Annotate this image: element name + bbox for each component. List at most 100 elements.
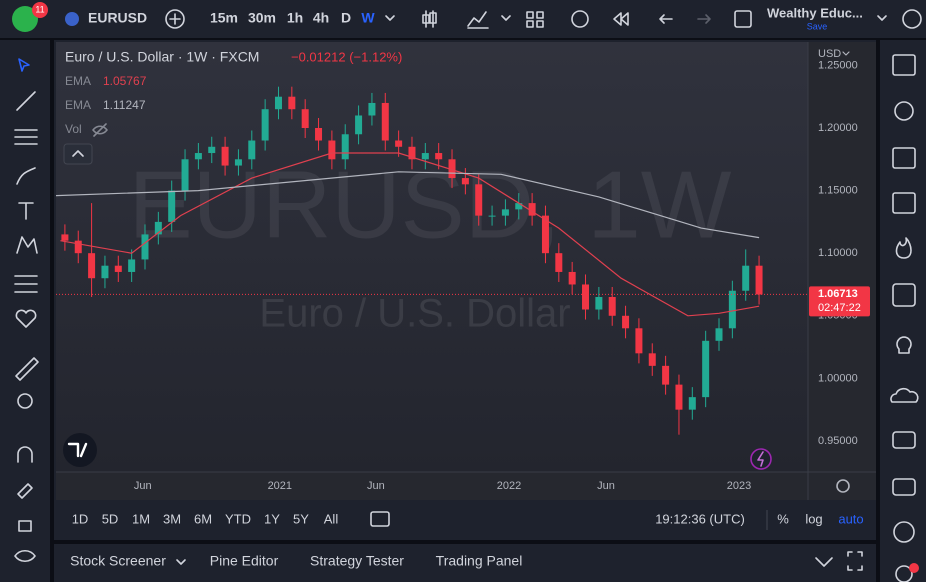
range-button[interactable]: 1Y: [264, 511, 280, 526]
measure-tool[interactable]: [15, 357, 39, 381]
layout-icon[interactable]: [526, 11, 544, 28]
candle-body: [194, 153, 202, 160]
layout-name[interactable]: Wealthy Educ...: [767, 5, 863, 20]
collapse-panel-icon[interactable]: [815, 557, 833, 567]
range-button[interactable]: 1D: [72, 511, 89, 526]
draw-mode-tool[interactable]: [17, 483, 33, 499]
bottom-tab[interactable]: Strategy Tester: [310, 553, 404, 569]
bottom-tab[interactable]: Stock Screener: [70, 553, 166, 569]
candle-body: [274, 96, 282, 110]
lock-tool[interactable]: [18, 520, 32, 532]
add-symbol-icon[interactable]: [165, 9, 185, 29]
candle-body: [288, 96, 296, 110]
price-change: −0.01212 (−1.12%): [291, 49, 402, 64]
candle-body: [622, 315, 630, 329]
timeframe[interactable]: W: [361, 10, 375, 26]
scale-option[interactable]: auto: [838, 511, 863, 526]
range-button[interactable]: 6M: [194, 511, 212, 526]
dropdown-icon[interactable]: [176, 559, 186, 565]
timeframe[interactable]: 30m: [248, 10, 276, 26]
candle-body: [742, 265, 750, 291]
ideas-icon[interactable]: [896, 336, 912, 354]
candle-body: [715, 328, 723, 341]
favorites-tool[interactable]: [15, 309, 37, 328]
candle-body: [261, 109, 269, 141]
hidden-icon[interactable]: [92, 123, 108, 137]
collapse-button[interactable]: [63, 143, 93, 165]
alert-icon[interactable]: [571, 10, 589, 28]
candle-body: [114, 265, 122, 272]
bottom-tab[interactable]: Pine Editor: [210, 553, 279, 569]
dropdown-icon[interactable]: [842, 51, 850, 56]
candle-body: [168, 190, 176, 222]
layout-select-icon[interactable]: [734, 10, 752, 28]
news-icon[interactable]: [892, 147, 916, 169]
clock[interactable]: 19:12:36 (UTC): [655, 511, 745, 526]
cursor-tool[interactable]: [18, 58, 30, 72]
range-button[interactable]: YTD: [225, 511, 251, 526]
calendar-icon[interactable]: [892, 283, 916, 307]
bottom-tab[interactable]: Trading Panel: [436, 553, 523, 569]
price-axis: [808, 42, 876, 472]
streams-icon[interactable]: [890, 387, 919, 403]
prediction-tool[interactable]: [14, 275, 38, 293]
maximize-panel-icon[interactable]: [847, 551, 863, 571]
currency[interactable]: USD: [818, 48, 841, 60]
data-window-icon[interactable]: [892, 192, 916, 214]
watchlist-icon[interactable]: [892, 54, 916, 76]
brush-tool[interactable]: [16, 167, 36, 185]
fib-tool[interactable]: [14, 129, 38, 145]
messages-icon[interactable]: [892, 478, 916, 496]
alerts-icon[interactable]: [894, 101, 914, 121]
magnet-tool[interactable]: [17, 446, 33, 463]
replay-icon[interactable]: [613, 12, 629, 26]
zoom-tool[interactable]: [17, 393, 33, 409]
legend-value: 1.11247: [103, 98, 146, 112]
range-button[interactable]: All: [324, 511, 339, 526]
dropdown-icon[interactable]: [385, 15, 395, 21]
legend-name: EMA: [65, 98, 91, 112]
timeframe[interactable]: 4h: [313, 10, 329, 26]
tv-logo[interactable]: [63, 433, 97, 467]
candle-body: [435, 153, 443, 160]
hotlist-icon[interactable]: [895, 237, 912, 259]
notification-count: 11: [35, 4, 44, 14]
candle-body: [301, 109, 309, 128]
range-button[interactable]: 5Y: [293, 511, 309, 526]
lightning-icon: [757, 451, 764, 467]
scale-option[interactable]: %: [777, 511, 789, 526]
symbol[interactable]: EURUSD: [88, 10, 147, 26]
indicators-icon[interactable]: [467, 11, 489, 29]
help-icon[interactable]: [893, 521, 915, 543]
timeframe[interactable]: 15m: [210, 10, 238, 26]
axis-settings-icon[interactable]: [836, 479, 850, 493]
ema-line: [55, 171, 760, 239]
y-tick-label: 1.00000: [818, 372, 858, 384]
redo-icon[interactable]: [697, 14, 711, 24]
save-status[interactable]: Save: [807, 21, 828, 31]
range-button[interactable]: 5D: [102, 511, 119, 526]
text-tool[interactable]: [18, 202, 34, 220]
timeframe[interactable]: 1h: [287, 10, 303, 26]
x-tick-label: 2022: [497, 480, 521, 492]
pattern-tool[interactable]: [16, 236, 38, 254]
chart-type-icon[interactable]: [422, 10, 437, 28]
visibility-tool[interactable]: [14, 549, 36, 563]
chats-icon[interactable]: [892, 431, 916, 449]
dropdown-icon[interactable]: [877, 15, 887, 21]
date-range-icon[interactable]: [370, 511, 390, 527]
avatar[interactable]: [12, 6, 38, 32]
range-button[interactable]: 3M: [163, 511, 181, 526]
last-price-label: 1.06713: [818, 288, 858, 300]
settings-icon[interactable]: [902, 9, 922, 29]
timeframe[interactable]: D: [341, 10, 351, 26]
scale-option[interactable]: log: [805, 511, 822, 526]
notifications-icon[interactable]: [895, 565, 913, 582]
candle-body: [74, 240, 82, 254]
lightning-button[interactable]: [750, 448, 772, 470]
dropdown-icon[interactable]: [501, 15, 511, 21]
undo-icon[interactable]: [659, 14, 673, 24]
range-button[interactable]: 1M: [132, 511, 150, 526]
trend-line-tool[interactable]: [16, 91, 36, 111]
